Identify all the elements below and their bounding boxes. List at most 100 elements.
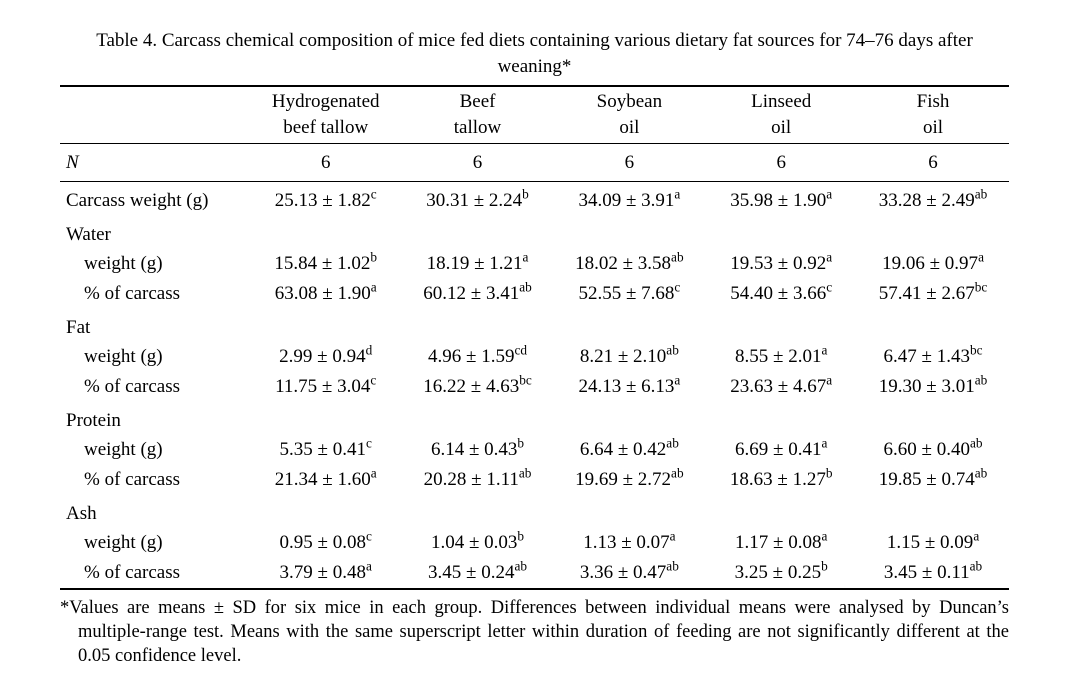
value-text: 35.98 ± 1.90 <box>730 190 826 211</box>
section-2-row-0-val-1: 6.14 ± 0.43b <box>402 435 554 465</box>
superscript: a <box>371 466 377 481</box>
table-head: Hydrogenated beef tallow Beef tallow Soy… <box>60 86 1009 143</box>
superscript: a <box>674 187 680 202</box>
section-0-row-1-val-1: 60.12 ± 3.41ab <box>402 279 554 309</box>
value-text: 3.36 ± 0.47 <box>580 562 666 583</box>
value-text: 54.40 ± 3.66 <box>730 283 826 304</box>
value-text: 6.47 ± 1.43 <box>884 346 970 367</box>
value-text: 23.63 ± 4.67 <box>730 376 826 397</box>
superscript: a <box>826 187 832 202</box>
section-0-row-0-val-3: 19.53 ± 0.92a <box>705 249 857 279</box>
section-0-row-1-val-4: 57.41 ± 2.67bc <box>857 279 1009 309</box>
caption-line2: weaning* <box>498 56 572 77</box>
section-0-heading: Water <box>60 216 1009 250</box>
section-0-row-0-val-4: 19.06 ± 0.97a <box>857 249 1009 279</box>
superscript: a <box>826 250 832 265</box>
value-text: 6.69 ± 0.41 <box>735 439 821 460</box>
value-text: 21.34 ± 1.60 <box>275 469 371 490</box>
superscript: bc <box>519 373 532 388</box>
section-0-row-0-val-2: 18.02 ± 3.58ab <box>553 249 705 279</box>
section-2-row-0: weight (g)5.35 ± 0.41c6.14 ± 0.43b6.64 ±… <box>60 435 1009 465</box>
section-3-heading-row: Ash <box>60 495 1009 529</box>
superscript: ab <box>666 436 679 451</box>
superscript: c <box>826 280 832 295</box>
section-3-row-0-val-1: 1.04 ± 0.03b <box>402 528 554 558</box>
section-2-heading-row: Protein <box>60 402 1009 436</box>
section-0-row-1: % of carcass63.08 ± 1.90a60.12 ± 3.41ab5… <box>60 279 1009 309</box>
col-header-text: oil <box>619 117 639 138</box>
n-value-1: 6 <box>402 143 554 182</box>
value-text: 18.19 ± 1.21 <box>427 253 523 274</box>
value-text: 19.85 ± 0.74 <box>879 469 975 490</box>
section-1-row-1-val-2: 24.13 ± 6.13a <box>553 372 705 402</box>
col-header-soybean-oil: Soybean oil <box>553 86 705 143</box>
section-0-row-1-val-2: 52.55 ± 7.68c <box>553 279 705 309</box>
section-3-row-1-val-2: 3.36 ± 0.47ab <box>553 558 705 589</box>
section-3-row-0-val-0: 0.95 ± 0.08c <box>250 528 402 558</box>
col-header-text: oil <box>771 117 791 138</box>
superscript: b <box>821 559 828 574</box>
superscript: d <box>366 343 373 358</box>
col-header-text: tallow <box>454 117 502 138</box>
value-text: 2.99 ± 0.94 <box>279 346 365 367</box>
superscript: a <box>670 529 676 544</box>
section-3-row-0: weight (g)0.95 ± 0.08c1.04 ± 0.03b1.13 ±… <box>60 528 1009 558</box>
col-header-text: Linseed <box>751 91 811 112</box>
value-text: 1.17 ± 0.08 <box>735 532 821 553</box>
value-text: 19.53 ± 0.92 <box>730 253 826 274</box>
value-text: 6.14 ± 0.43 <box>431 439 517 460</box>
value-text: 6.60 ± 0.40 <box>884 439 970 460</box>
superscript: cd <box>514 343 527 358</box>
section-3-row-0-val-4: 1.15 ± 0.09a <box>857 528 1009 558</box>
col-header-text: Fish <box>917 91 950 112</box>
value-text: 20.28 ± 1.11 <box>424 469 519 490</box>
section-2-row-1-val-1: 20.28 ± 1.11ab <box>402 465 554 495</box>
value-text: 16.22 ± 4.63 <box>423 376 519 397</box>
section-3-row-0-val-2: 1.13 ± 0.07a <box>553 528 705 558</box>
carcass-weight-val-1: 30.31 ± 2.24b <box>402 182 554 216</box>
section-1-row-1-val-3: 23.63 ± 4.67a <box>705 372 857 402</box>
superscript: a <box>826 373 832 388</box>
section-2-row-1-val-3: 18.63 ± 1.27b <box>705 465 857 495</box>
data-table: Hydrogenated beef tallow Beef tallow Soy… <box>60 85 1009 589</box>
col-header-fish-oil: Fish oil <box>857 86 1009 143</box>
value-text: 19.06 ± 0.97 <box>882 253 978 274</box>
section-2-heading: Protein <box>60 402 1009 436</box>
section-1-row-0-val-3: 8.55 ± 2.01a <box>705 342 857 372</box>
value-text: 15.84 ± 1.02 <box>274 253 370 274</box>
n-value-0: 6 <box>250 143 402 182</box>
section-2-row-0-val-4: 6.60 ± 0.40ab <box>857 435 1009 465</box>
section-3-row-1-val-1: 3.45 ± 0.24ab <box>402 558 554 589</box>
section-2-row-0-label: weight (g) <box>60 435 250 465</box>
n-row: N66666 <box>60 143 1009 182</box>
section-0-row-1-val-0: 63.08 ± 1.90a <box>250 279 402 309</box>
n-value-4: 6 <box>857 143 1009 182</box>
section-1-row-0-val-1: 4.96 ± 1.59cd <box>402 342 554 372</box>
col-header-hydrogenated: Hydrogenated beef tallow <box>250 86 402 143</box>
value-text: 34.09 ± 3.91 <box>578 190 674 211</box>
table-body: N66666Carcass weight (g)25.13 ± 1.82c30.… <box>60 143 1009 588</box>
superscript: a <box>821 529 827 544</box>
section-2-row-1: % of carcass21.34 ± 1.60a20.28 ± 1.11ab1… <box>60 465 1009 495</box>
section-1-row-1-val-4: 19.30 ± 3.01ab <box>857 372 1009 402</box>
section-1-row-0-val-4: 6.47 ± 1.43bc <box>857 342 1009 372</box>
col-header-text: oil <box>923 117 943 138</box>
value-text: 1.04 ± 0.03 <box>431 532 517 553</box>
value-text: 0.95 ± 0.08 <box>280 532 366 553</box>
superscript: bc <box>970 343 983 358</box>
value-text: 3.45 ± 0.11 <box>884 562 970 583</box>
superscript: a <box>674 373 680 388</box>
superscript: ab <box>671 466 684 481</box>
section-1-heading-row: Fat <box>60 309 1009 343</box>
table-caption: Table 4. Carcass chemical composition of… <box>65 28 1005 79</box>
section-2-row-1-val-0: 21.34 ± 1.60a <box>250 465 402 495</box>
n-value-3: 6 <box>705 143 857 182</box>
superscript: ab <box>519 280 532 295</box>
section-3-heading: Ash <box>60 495 1009 529</box>
superscript: b <box>517 529 524 544</box>
section-1-heading: Fat <box>60 309 1009 343</box>
caption-line1: Table 4. Carcass chemical composition of… <box>96 30 973 51</box>
value-text: 63.08 ± 1.90 <box>275 283 371 304</box>
superscript: a <box>978 250 984 265</box>
value-text: 33.28 ± 2.49 <box>879 190 975 211</box>
